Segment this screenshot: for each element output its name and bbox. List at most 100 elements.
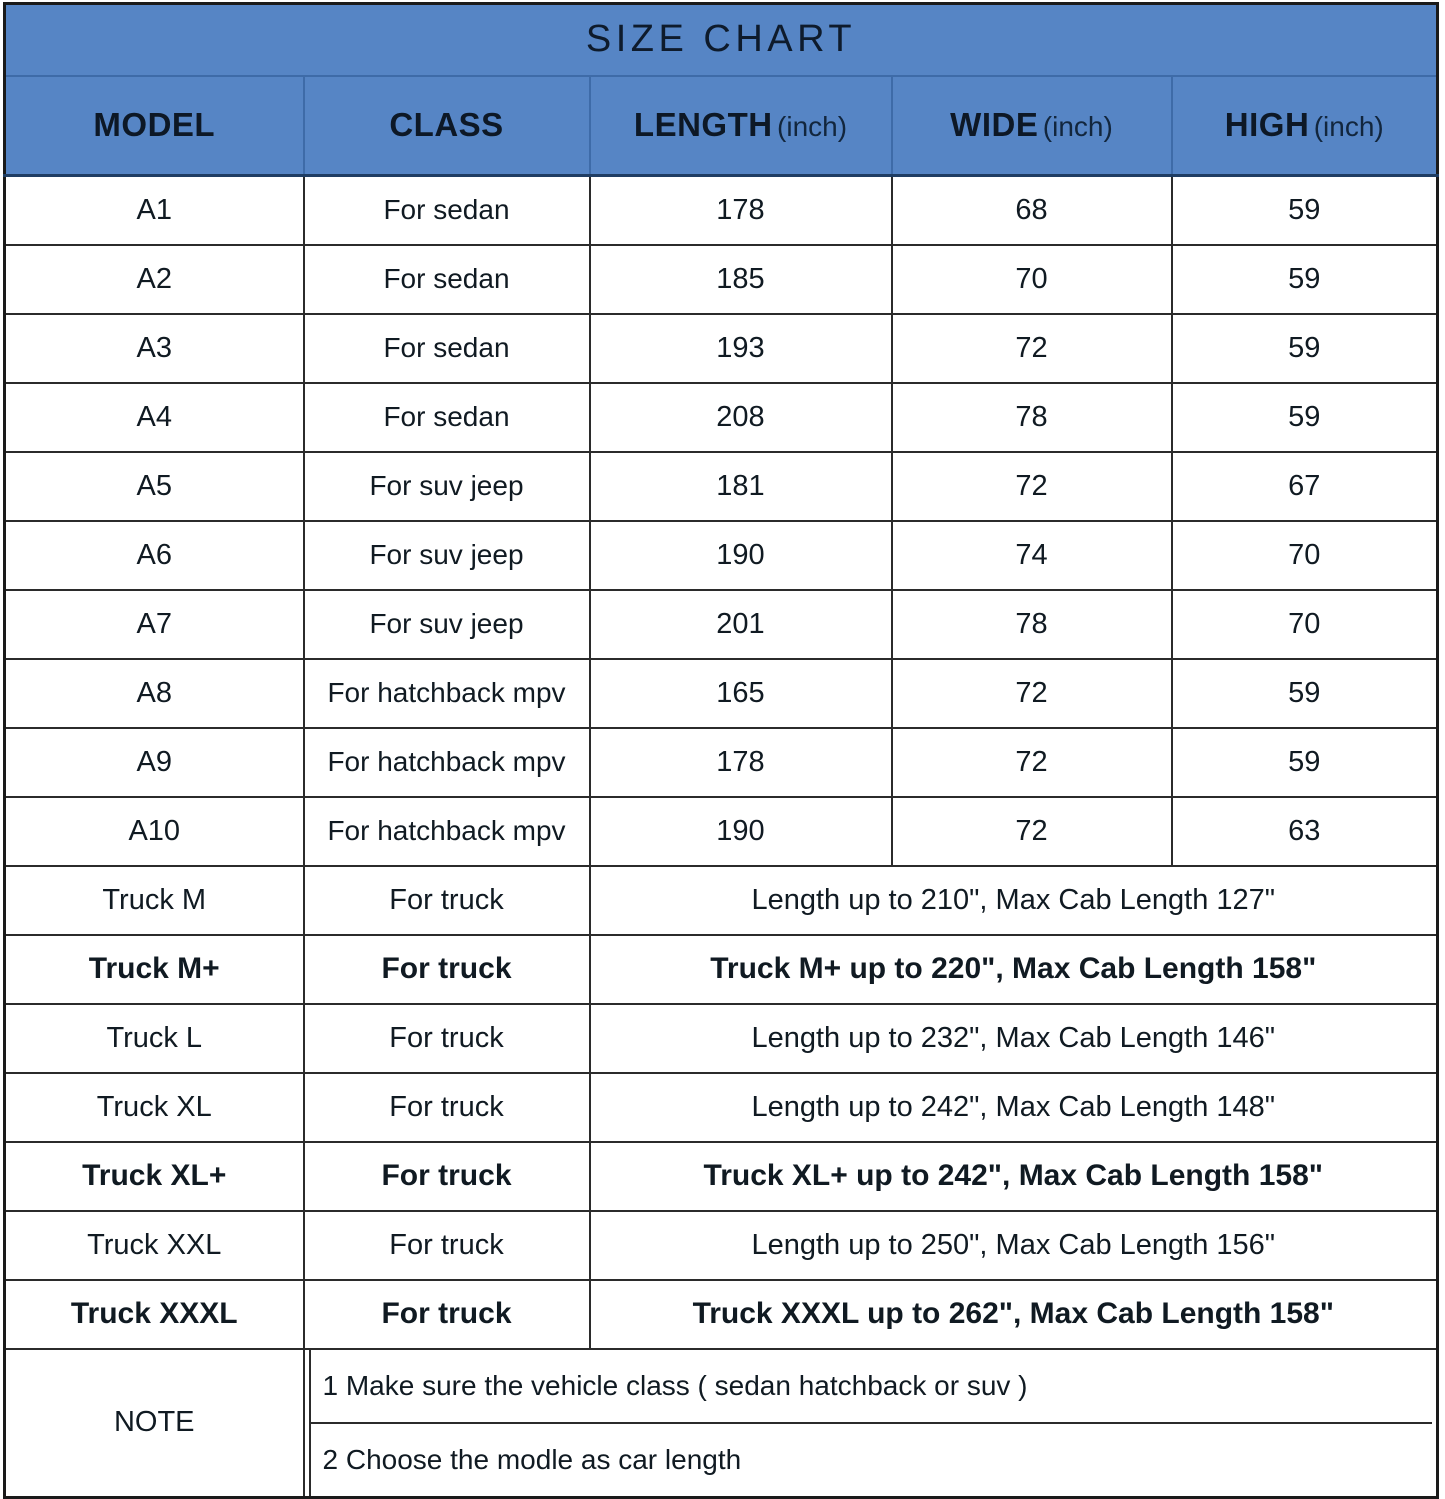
page-title: SIZE CHART — [585, 18, 857, 61]
cell-length: 193 — [588, 312, 893, 384]
table-row: Truck M For truck Length up to 210", Max C… — [3, 864, 1439, 936]
cell-length: 190 — [588, 519, 893, 591]
cell-length: 190 — [588, 795, 893, 867]
cell-wide: 74 — [890, 519, 1173, 591]
column-header-label: WIDE — [950, 106, 1039, 144]
cell-wide: 78 — [890, 588, 1173, 660]
title-row: SIZE CHART — [3, 2, 1439, 77]
note-line-row: 1 Make sure the vehicle class ( sedan ha… — [308, 1349, 1433, 1424]
note-row: NOTE 1 Make sure the vehicle class ( seda… — [3, 1347, 1439, 1498]
cell-class: For truck — [302, 1278, 591, 1350]
cell-model: Truck M — [3, 864, 305, 936]
cell-model: Truck XXL — [3, 1209, 305, 1281]
table-row: A5 For suv jeep 181 72 67 — [3, 450, 1439, 522]
cell-length: 165 — [588, 657, 893, 729]
table-row: Truck XL+ For truck Truck XL+ up to 242", … — [3, 1140, 1439, 1212]
column-header-label: MODEL — [93, 106, 216, 144]
column-header-unit: (inch) — [777, 111, 848, 143]
cell-model: Truck XL — [3, 1071, 305, 1143]
cell-wide: 78 — [890, 381, 1173, 453]
table-row: A1 For sedan 178 68 59 — [3, 174, 1439, 246]
table-row: Truck XXL For truck Length up to 250", Max… — [3, 1209, 1439, 1281]
table-row: Truck M+ For truck Truck M+ up to 220", Ma… — [3, 933, 1439, 1005]
cell-class: For sedan — [302, 381, 591, 453]
cell-wide: 72 — [890, 795, 1173, 867]
cell-class: For truck — [302, 933, 591, 1005]
note-body: 1 Make sure the vehicle class ( sedan ha… — [302, 1347, 1439, 1498]
note-line: 1 Make sure the vehicle class ( sedan ha… — [308, 1349, 1433, 1424]
table-row: A3 For sedan 193 72 59 — [3, 312, 1439, 384]
cell-class: For sedan — [302, 312, 591, 384]
cell-high: 59 — [1170, 243, 1439, 315]
size-chart-table: SIZE CHART MODEL CLASS LENGTH (inch) WIDE (i… — [3, 2, 1440, 1499]
cell-model: Truck XXXL — [3, 1278, 305, 1350]
note-line: 2 Choose the modle as car length — [308, 1422, 1433, 1496]
cell-high: 63 — [1170, 795, 1439, 867]
cell-model: A4 — [3, 381, 305, 453]
header-row: MODEL CLASS LENGTH (inch) WIDE (inch) HIGH (… — [3, 74, 1440, 177]
cell-model: A6 — [3, 519, 305, 591]
chart-title-cell: SIZE CHART — [3, 2, 1439, 77]
cell-class: For suv jeep — [302, 519, 591, 591]
table-row: A7 For suv jeep 201 78 70 — [3, 588, 1439, 660]
table-row: A6 For suv jeep 190 74 70 — [3, 519, 1439, 591]
cell-high: 70 — [1170, 519, 1439, 591]
table-row: A2 For sedan 185 70 59 — [3, 243, 1439, 315]
cell-model: Truck XL+ — [3, 1140, 305, 1212]
cell-wide: 72 — [890, 726, 1173, 798]
cell-high: 67 — [1170, 450, 1439, 522]
column-header-label: CLASS — [389, 106, 504, 144]
note-list: 1 Make sure the vehicle class ( sedan ha… — [308, 1349, 1433, 1496]
cell-class: For truck — [302, 1002, 591, 1074]
column-header-unit: (inch) — [1313, 111, 1384, 143]
cell-class: For truck — [302, 1071, 591, 1143]
column-header-label: LENGTH — [633, 106, 773, 144]
cell-model: A8 — [3, 657, 305, 729]
cell-model: A1 — [3, 174, 305, 246]
cell-high: 59 — [1170, 174, 1439, 246]
cell-spec: Length up to 250", Max Cab Length 156" — [588, 1209, 1439, 1281]
cell-class: For suv jeep — [302, 588, 591, 660]
cell-wide: 72 — [890, 312, 1173, 384]
cell-length: 181 — [588, 450, 893, 522]
cell-class: For sedan — [302, 174, 591, 246]
cell-class: For sedan — [302, 243, 591, 315]
column-header-wide: WIDE (inch) — [890, 74, 1173, 177]
cell-high: 59 — [1170, 381, 1439, 453]
cell-class: For truck — [302, 1140, 591, 1212]
cell-class: For suv jeep — [302, 450, 591, 522]
table-row: A9 For hatchback mpv 178 72 59 — [3, 726, 1439, 798]
table-row: A4 For sedan 208 78 59 — [3, 381, 1439, 453]
cell-spec: Length up to 242", Max Cab Length 148" — [588, 1071, 1439, 1143]
cell-model: Truck L — [3, 1002, 305, 1074]
cell-model: A3 — [3, 312, 305, 384]
table-row: Truck XXXL For truck Truck XXXL up to 262"… — [3, 1278, 1439, 1350]
cell-spec: Truck M+ up to 220", Max Cab Length 158" — [588, 933, 1439, 1005]
cell-high: 59 — [1170, 312, 1439, 384]
cell-class: For hatchback mpv — [302, 795, 591, 867]
column-header-label: HIGH — [1224, 106, 1310, 144]
cell-wide: 72 — [890, 450, 1173, 522]
cell-model: A2 — [3, 243, 305, 315]
cell-length: 178 — [588, 174, 893, 246]
table-row: Truck L For truck Length up to 232", Max C… — [3, 1002, 1439, 1074]
cell-wide: 68 — [890, 174, 1173, 246]
cell-spec: Truck XXXL up to 262", Max Cab Length 15… — [588, 1278, 1439, 1350]
cell-class: For hatchback mpv — [302, 726, 591, 798]
cell-spec: Truck XL+ up to 242", Max Cab Length 158… — [588, 1140, 1439, 1212]
cell-model: A9 — [3, 726, 305, 798]
cell-wide: 70 — [890, 243, 1173, 315]
cell-length: 178 — [588, 726, 893, 798]
column-header-unit: (inch) — [1042, 111, 1113, 143]
column-header-class: CLASS — [302, 74, 591, 177]
cell-model: Truck M+ — [3, 933, 305, 1005]
cell-class: For hatchback mpv — [302, 657, 591, 729]
cell-high: 59 — [1170, 726, 1439, 798]
cell-length: 201 — [588, 588, 893, 660]
note-label: NOTE — [3, 1347, 305, 1498]
cell-wide: 72 — [890, 657, 1173, 729]
column-header-length: LENGTH (inch) — [588, 74, 893, 177]
cell-model: A5 — [3, 450, 305, 522]
column-header-model: MODEL — [3, 74, 305, 177]
